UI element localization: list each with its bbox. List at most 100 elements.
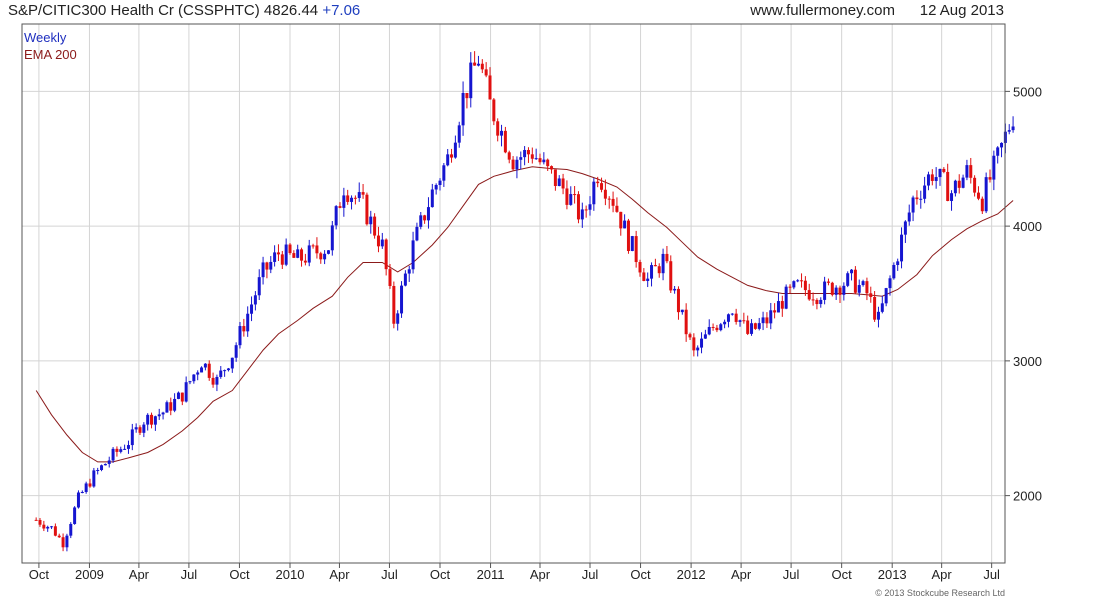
weekly-bar-221: [884, 287, 888, 307]
weekly-bar-body-228: [911, 197, 915, 213]
weekly-bar-84: [357, 182, 361, 202]
weekly-bar-81: [346, 189, 350, 205]
weekly-bar-157: [638, 259, 642, 277]
weekly-bar-body-223: [892, 264, 896, 279]
weekly-bar-42: [196, 370, 200, 381]
weekly-bar-body-191: [769, 310, 773, 324]
weekly-bar-240: [957, 174, 961, 194]
weekly-bar-body-78: [334, 206, 338, 226]
legend-weekly: Weekly: [24, 30, 67, 45]
weekly-bar-body-92: [388, 269, 392, 286]
weekly-bar-3: [46, 525, 50, 532]
weekly-bar-body-181: [730, 313, 734, 315]
weekly-bar-169: [684, 303, 688, 342]
weekly-bar-144: [588, 196, 592, 216]
weekly-bar-body-50: [226, 368, 230, 371]
x-tick-label-7: Jul: [381, 567, 398, 582]
weekly-bar-body-150: [611, 198, 615, 206]
weekly-bar-6: [57, 533, 61, 538]
weekly-bar-body-16: [96, 470, 100, 472]
weekly-bar-105: [438, 178, 442, 191]
weekly-bar-body-156: [634, 236, 638, 263]
weekly-bar-body-35: [169, 402, 173, 411]
weekly-bar-171: [692, 333, 696, 357]
weekly-bar-body-9: [69, 523, 73, 536]
x-tick-label-4: Oct: [229, 567, 250, 582]
weekly-bar-body-125: [515, 159, 519, 170]
weekly-bar-249: [992, 150, 996, 191]
weekly-bar-body-153: [623, 220, 627, 229]
weekly-bar-body-41: [192, 374, 196, 382]
weekly-bar-82: [350, 195, 354, 210]
y-tick-label-3000: 3000: [1013, 354, 1042, 369]
weekly-bar-body-43: [200, 367, 204, 373]
weekly-bar-163: [661, 248, 665, 281]
weekly-bar-116: [480, 59, 484, 74]
weekly-bar-body-200: [803, 280, 807, 291]
site-url[interactable]: www.fullermoney.com: [750, 2, 895, 19]
weekly-bar-226: [903, 220, 907, 243]
weekly-bar-body-131: [538, 158, 542, 163]
weekly-bar-151: [615, 197, 619, 213]
weekly-bar-130: [534, 148, 538, 160]
weekly-bar-body-26: [134, 427, 138, 430]
weekly-bar-body-60: [265, 262, 269, 270]
weekly-bar-246: [980, 196, 984, 215]
weekly-bar-body-164: [665, 253, 669, 262]
weekly-bar-34: [165, 400, 169, 413]
weekly-bar-body-37: [176, 392, 180, 399]
weekly-bar-body-217: [869, 293, 873, 297]
weekly-bar-body-211: [846, 273, 850, 286]
weekly-bar-body-151: [615, 205, 619, 212]
x-tick-label-2: Apr: [129, 567, 150, 582]
weekly-bar-123: [507, 150, 511, 164]
weekly-bar-117: [484, 62, 488, 78]
weekly-bar-72: [311, 243, 315, 249]
weekly-bar-100: [419, 211, 423, 230]
weekly-bar-203: [815, 298, 819, 310]
weekly-bar-body-170: [688, 334, 692, 338]
weekly-bar-body-23: [123, 448, 127, 450]
weekly-bar-185: [746, 315, 750, 336]
weekly-bar-140: [573, 186, 577, 204]
weekly-bar-body-48: [219, 370, 223, 377]
weekly-bar-145: [592, 178, 596, 211]
weekly-bar-80: [342, 187, 346, 217]
weekly-bar-120: [496, 118, 500, 142]
weekly-bar-22: [119, 446, 123, 454]
weekly-bar-56: [250, 296, 254, 322]
weekly-bar-body-117: [484, 69, 488, 76]
weekly-bar-body-243: [969, 165, 973, 178]
weekly-bar-body-215: [861, 281, 865, 286]
weekly-bar-body-122: [503, 130, 507, 153]
weekly-bar-186: [750, 319, 754, 336]
x-tick-label-5: 2010: [276, 567, 305, 582]
weekly-bar-207: [830, 281, 834, 297]
x-tick-label-6: Apr: [329, 567, 350, 582]
weekly-bar-51: [230, 357, 234, 373]
weekly-bar-body-28: [142, 424, 146, 433]
weekly-bar-body-109: [453, 142, 457, 158]
weekly-bar-body-219: [876, 311, 880, 320]
weekly-bar-237: [946, 163, 950, 202]
weekly-bar-body-190: [765, 317, 769, 324]
weekly-bar-body-251: [1000, 142, 1004, 148]
weekly-bar-body-20: [111, 448, 115, 461]
weekly-bar-body-188: [757, 323, 761, 329]
weekly-bar-194: [780, 295, 784, 317]
weekly-bar-162: [657, 263, 661, 278]
weekly-bar-body-161: [653, 265, 657, 267]
weekly-bar-119: [492, 98, 496, 126]
weekly-bar-9: [69, 522, 73, 539]
weekly-bar-body-248: [988, 177, 992, 180]
weekly-bar-241: [961, 174, 965, 189]
weekly-bar-body-149: [607, 198, 611, 200]
weekly-bar-body-175: [707, 326, 711, 335]
weekly-bar-body-0: [34, 519, 38, 521]
weekly-bar-body-148: [603, 189, 607, 199]
weekly-bar-body-207: [830, 282, 834, 295]
weekly-bar-body-232: [926, 174, 930, 186]
weekly-bar-body-108: [450, 154, 454, 158]
weekly-bar-136: [557, 175, 561, 187]
